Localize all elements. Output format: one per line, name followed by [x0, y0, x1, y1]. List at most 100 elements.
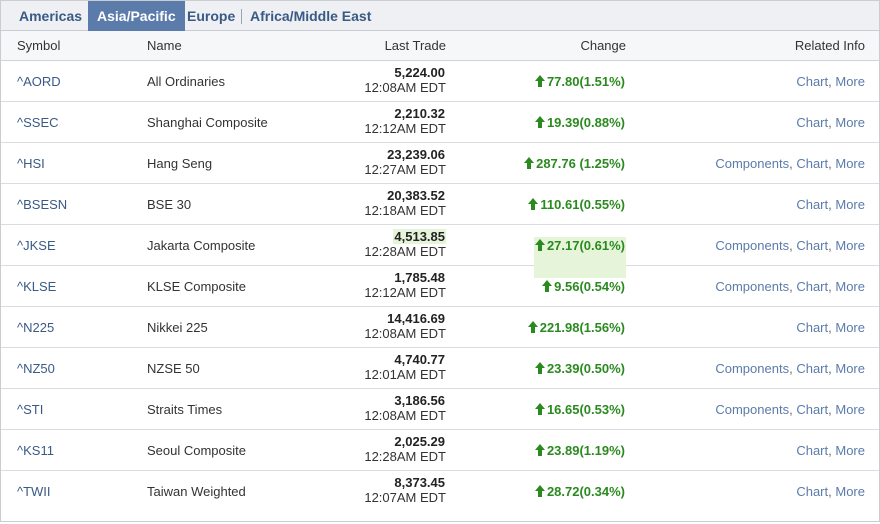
up-arrow-icon	[534, 75, 545, 87]
components-link[interactable]: Components	[715, 279, 790, 294]
symbol-link[interactable]: ^BSESN	[17, 197, 68, 212]
components-link[interactable]: Components	[715, 361, 790, 376]
more-link[interactable]: More	[835, 74, 865, 89]
last-trade-cell: 1,785.48 12:12AM EDT	[364, 270, 446, 311]
chart-link[interactable]: Chart	[796, 238, 829, 253]
change-value: 23.89(1.19%)	[546, 443, 625, 458]
link-separator: ,	[789, 279, 793, 294]
related-info-cell: Chart, More	[796, 307, 865, 348]
chart-link[interactable]: Chart	[796, 402, 829, 417]
index-name: All Ordinaries	[147, 74, 226, 89]
more-link[interactable]: More	[835, 484, 865, 499]
more-link[interactable]: More	[835, 115, 865, 130]
symbol-link[interactable]: ^AORD	[17, 74, 61, 89]
symbol-link[interactable]: ^SSEC	[17, 115, 59, 130]
last-trade-cell: 3,186.56 12:08AM EDT	[364, 393, 446, 434]
symbol-link[interactable]: ^NZ50	[17, 361, 55, 376]
last-trade-time: 12:08AM EDT	[364, 408, 446, 423]
last-trade-time: 12:18AM EDT	[364, 203, 446, 218]
table-header: Symbol Name Last Trade Change Related In…	[1, 31, 879, 61]
more-link[interactable]: More	[835, 279, 865, 294]
last-trade-cell: 23,239.06 12:27AM EDT	[364, 147, 446, 188]
link-separator: ,	[789, 238, 793, 253]
change-value: 9.56(0.54%)	[554, 279, 625, 294]
chart-link[interactable]: Chart	[796, 443, 829, 458]
last-trade-cell: 20,383.52 12:18AM EDT	[364, 188, 446, 229]
change-cell: 9.56(0.54%)	[541, 278, 626, 319]
chart-link[interactable]: Chart	[796, 115, 829, 130]
symbol-link[interactable]: ^JKSE	[17, 238, 56, 253]
more-link[interactable]: More	[835, 238, 865, 253]
change-cell: 77.80(1.51%)	[534, 73, 626, 114]
index-name: Seoul Composite	[147, 443, 246, 458]
symbol-link[interactable]: ^KS11	[17, 443, 54, 458]
change-cell: 28.72(0.34%)	[534, 483, 626, 524]
table-row: ^AORD All Ordinaries 5,224.00 12:08AM ED…	[1, 61, 879, 102]
change-value: 16.65(0.53%)	[546, 402, 625, 417]
related-info-cell: Components, Chart, More	[715, 143, 865, 184]
symbol-link[interactable]: ^N225	[17, 320, 55, 335]
related-info-cell: Chart, More	[796, 471, 865, 512]
table-row: ^STI Straits Times 3,186.56 12:08AM EDT …	[1, 389, 879, 430]
symbol-link[interactable]: ^KLSE	[17, 279, 57, 294]
more-link[interactable]: More	[835, 320, 865, 335]
last-trade-price: 4,513.85	[393, 229, 446, 244]
change-value: 287.76 (1.25%)	[536, 156, 625, 171]
change-cell: 221.98(1.56%)	[527, 319, 626, 360]
more-link[interactable]: More	[835, 197, 865, 212]
chart-link[interactable]: Chart	[796, 279, 829, 294]
components-link[interactable]: Components	[715, 238, 790, 253]
link-separator: ,	[828, 279, 832, 294]
table-row: ^JKSE Jakarta Composite 4,513.85 12:28AM…	[1, 225, 879, 278]
change-value: 221.98(1.56%)	[539, 320, 625, 335]
table-row: ^SSEC Shanghai Composite 2,210.32 12:12A…	[1, 102, 879, 143]
tab-europe[interactable]: Europe	[187, 8, 236, 24]
last-trade-price: 20,383.52	[387, 188, 445, 203]
last-trade-price: 2,210.32	[394, 106, 445, 121]
symbol-link[interactable]: ^HSI	[17, 156, 45, 171]
chart-link[interactable]: Chart	[796, 156, 829, 171]
index-name: Shanghai Composite	[147, 115, 268, 130]
link-separator: ,	[828, 443, 832, 458]
related-info-cell: Chart, More	[796, 61, 865, 102]
up-arrow-icon	[534, 403, 545, 415]
link-separator: ,	[828, 361, 832, 376]
symbol-link[interactable]: ^STI	[17, 402, 44, 417]
last-trade-price: 5,224.00	[394, 65, 445, 80]
symbol-link[interactable]: ^TWII	[17, 484, 51, 499]
chart-link[interactable]: Chart	[796, 197, 829, 212]
up-arrow-icon	[534, 444, 545, 456]
components-link[interactable]: Components	[715, 402, 790, 417]
link-separator: ,	[828, 74, 832, 89]
chart-link[interactable]: Chart	[796, 484, 829, 499]
related-info-cell: Components, Chart, More	[715, 266, 865, 307]
last-trade-price: 14,416.69	[387, 311, 445, 326]
last-trade-time: 12:07AM EDT	[364, 490, 446, 505]
last-trade-cell: 2,210.32 12:12AM EDT	[364, 106, 446, 147]
chart-link[interactable]: Chart	[796, 361, 829, 376]
link-separator: ,	[828, 238, 832, 253]
more-link[interactable]: More	[835, 402, 865, 417]
index-name: BSE 30	[147, 197, 192, 212]
change-cell: 287.76 (1.25%)	[523, 155, 626, 196]
tab-asia-pacific[interactable]: Asia/Pacific	[88, 1, 185, 31]
tab-africa-middle-east[interactable]: Africa/Middle East	[250, 8, 372, 24]
change-value: 77.80(1.51%)	[546, 74, 625, 89]
link-separator: ,	[789, 156, 793, 171]
more-link[interactable]: More	[835, 156, 865, 171]
last-trade-time: 12:01AM EDT	[364, 367, 446, 382]
more-link[interactable]: More	[835, 443, 865, 458]
table-row: ^KLSE KLSE Composite 1,785.48 12:12AM ED…	[1, 266, 879, 307]
chart-link[interactable]: Chart	[796, 320, 829, 335]
last-trade-time: 12:12AM EDT	[364, 121, 446, 136]
more-link[interactable]: More	[835, 361, 865, 376]
last-trade-cell: 5,224.00 12:08AM EDT	[364, 65, 446, 106]
link-separator: ,	[828, 197, 832, 212]
index-table-body: ^AORD All Ordinaries 5,224.00 12:08AM ED…	[1, 61, 879, 512]
col-last-trade-header: Last Trade	[384, 38, 446, 53]
tab-americas[interactable]: Americas	[19, 8, 83, 24]
components-link[interactable]: Components	[715, 156, 790, 171]
col-change-header: Change	[580, 38, 626, 53]
last-trade-cell: 4,740.77 12:01AM EDT	[364, 352, 446, 393]
chart-link[interactable]: Chart	[796, 74, 829, 89]
